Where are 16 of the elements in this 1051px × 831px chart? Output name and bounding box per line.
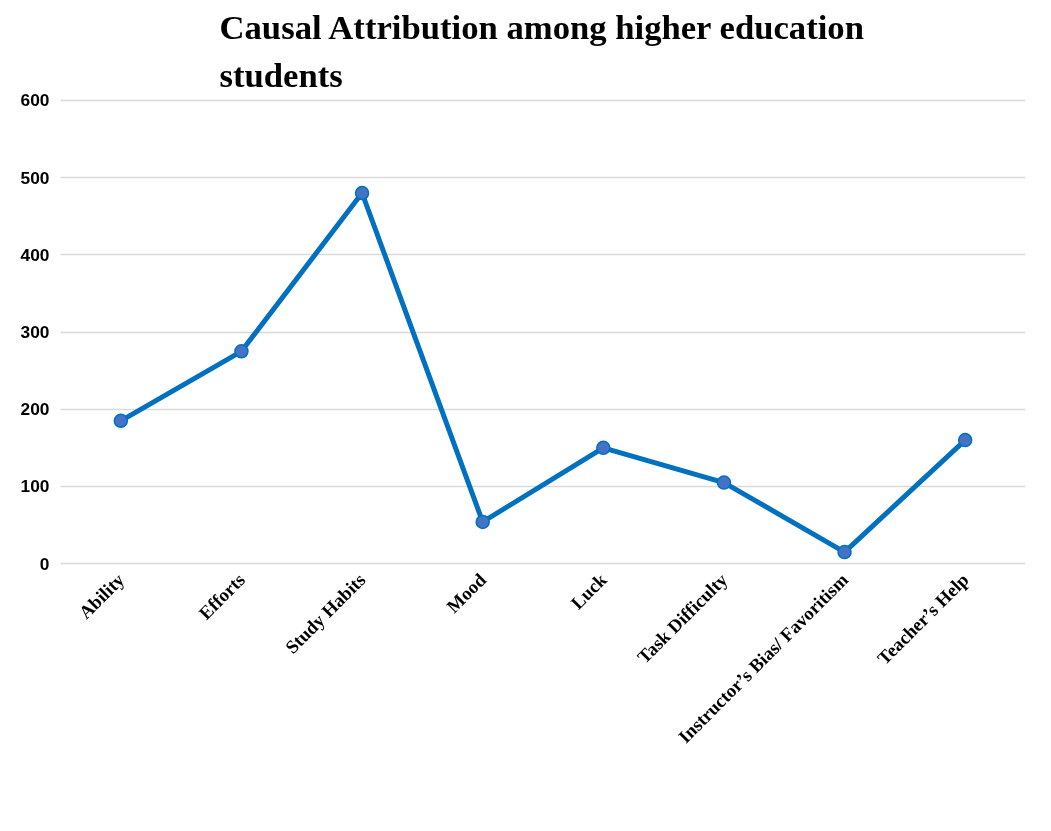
y-tick-label: 0 (39, 553, 50, 574)
point (354, 185, 370, 201)
point (113, 413, 129, 429)
y-tick-label: 100 (20, 476, 50, 497)
y-tick-label: 200 (20, 399, 50, 420)
point (475, 514, 490, 530)
point (837, 544, 852, 560)
y-tick-label: 600 (20, 90, 50, 111)
y-tick-label: 400 (20, 244, 50, 265)
y-tick-label: 500 (20, 167, 50, 188)
point (716, 475, 732, 490)
chart-title: Causal Attribution among higher education students (219, 8, 864, 94)
point (957, 432, 973, 448)
point (596, 440, 611, 456)
y-tick-label: 300 (20, 322, 50, 342)
point (234, 344, 249, 359)
